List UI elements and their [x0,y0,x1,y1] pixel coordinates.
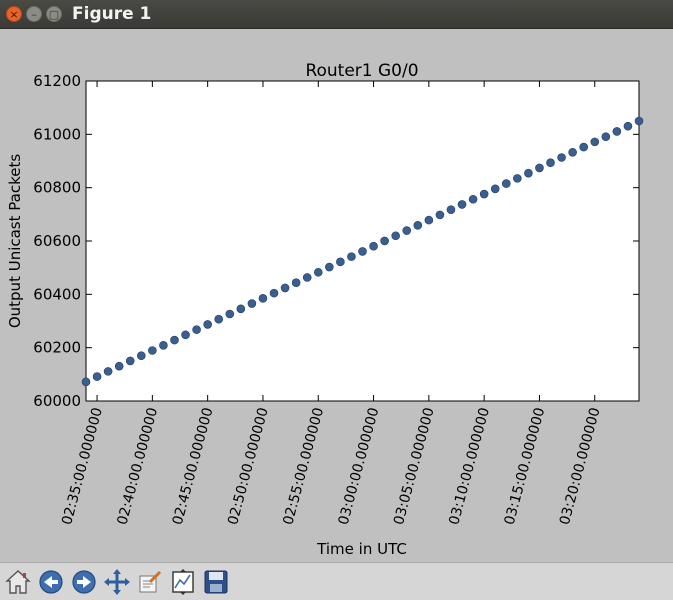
y-tick-label: 61200 [33,72,81,90]
data-point [568,147,577,157]
zoom-icon [139,570,162,592]
data-point [590,137,600,147]
maximize-icon: ▢ [48,7,60,21]
scatter-chart: Router1 G0/0 Time in UTC Output Unicast … [6,61,644,558]
window-title: Figure 1 [72,4,152,24]
data-point [258,294,268,303]
data-point [424,215,434,225]
data-point [269,288,279,298]
y-tick-label: 60000 [33,392,81,410]
data-point [634,116,644,126]
data-point [501,179,511,188]
home-icon [5,569,31,594]
data-point [103,367,113,376]
pan-icon [104,568,130,595]
data-point [391,231,400,241]
x-tick-label: 03:20:00.000000 [557,406,604,527]
data-point [313,267,323,277]
y-tick-label: 61000 [33,125,81,143]
y-tick-label: 60800 [33,179,81,197]
save-button[interactable] [201,567,231,597]
forward-icon [72,569,96,594]
save-icon [204,570,228,593]
x-axis-label: Time in UTC [316,540,407,558]
data-point [181,330,190,340]
data-point [203,320,212,329]
data-point [579,142,589,152]
data-point [114,361,124,371]
home-button[interactable] [3,567,33,597]
data-point [546,158,555,168]
title-bar: × – ▢ Figure 1 [0,0,673,29]
data-points [81,116,644,387]
data-point [557,153,566,162]
x-tick-label: 02:50:00.000000 [225,406,272,527]
data-point [336,257,345,267]
back-button[interactable] [36,567,66,597]
pan-button[interactable] [102,567,132,597]
maximize-button[interactable]: ▢ [46,6,62,22]
data-point [347,252,356,261]
data-point [92,372,102,381]
data-point [402,226,412,235]
zoom-button[interactable] [135,567,165,597]
x-tick-label: 03:15:00.000000 [502,406,549,527]
data-point [612,127,622,136]
data-point [358,247,367,256]
x-tick-label: 02:40:00.000000 [115,406,162,527]
x-tick-label: 02:55:00.000000 [280,406,327,527]
subplots-button[interactable] [168,567,198,597]
data-point [435,210,445,220]
y-tick-label: 60600 [33,232,81,250]
x-tick-label: 03:00:00.000000 [336,406,383,527]
data-point [125,356,135,366]
figure-canvas: Router1 G0/0 Time in UTC Output Unicast … [0,29,673,562]
data-point [513,174,522,183]
x-tick-label: 02:45:00.000000 [170,406,217,527]
y-axis-label: Output Unicast Packets [6,154,24,329]
back-icon [39,569,63,594]
data-point [446,205,456,214]
data-point [524,168,533,178]
y-tick-label: 60200 [33,339,81,357]
data-point [148,346,157,355]
forward-button[interactable] [69,567,99,597]
data-point [247,299,257,308]
plot-area [85,80,640,402]
data-point [192,325,201,334]
data-point [601,132,611,141]
data-point [468,194,478,204]
y-axis-ticks: 60000 60200 60400 60600 60800 61000 61200 [33,72,639,410]
minimize-icon: – [31,7,37,21]
x-tick-label: 02:35:00.000000 [59,406,106,527]
data-point [291,278,301,287]
chart-title: Router1 G0/0 [305,61,418,81]
data-point [159,340,168,350]
data-point [214,314,224,324]
data-point [302,273,312,282]
close-icon: × [9,7,19,21]
data-point [280,283,290,293]
data-point [325,262,334,272]
data-point [457,200,467,209]
x-tick-label: 03:10:00.000000 [446,406,493,527]
minimize-button[interactable]: – [26,6,42,22]
subplots-icon [172,568,194,595]
data-point [225,309,235,319]
data-point [380,236,389,246]
data-point [236,304,246,314]
data-point [369,241,378,251]
x-tick-label: 03:05:00.000000 [391,406,438,527]
data-point [137,351,146,361]
data-point [490,184,500,194]
data-point [170,335,179,345]
data-point [535,163,544,173]
data-point [623,121,633,131]
data-point [81,377,91,387]
data-point [413,221,423,230]
close-button[interactable]: × [6,6,22,22]
y-tick-label: 60400 [33,285,81,303]
navigation-toolbar [0,562,673,600]
data-point [479,189,489,199]
